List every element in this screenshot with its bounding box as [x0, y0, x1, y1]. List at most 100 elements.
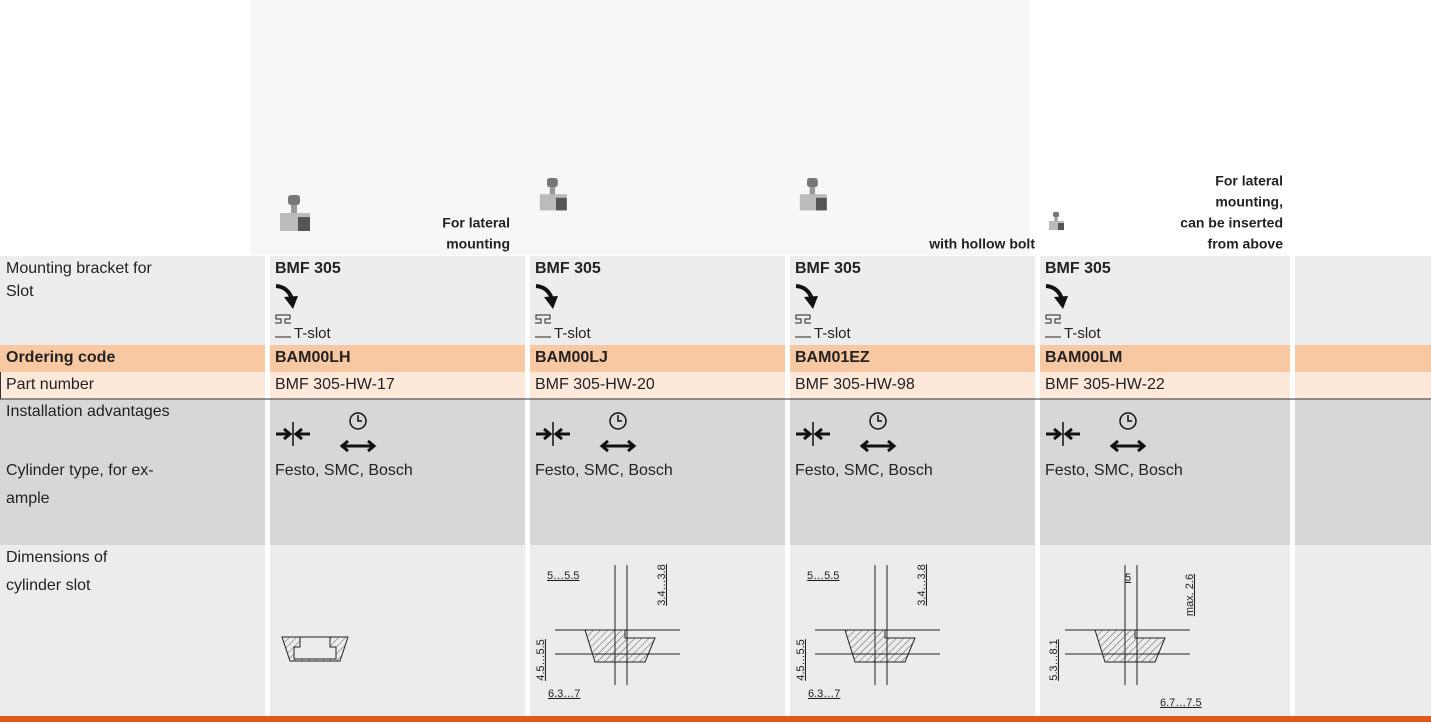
arrow-in — [796, 427, 830, 441]
double-arrow — [1109, 439, 1147, 453]
row-label: Slot — [6, 283, 34, 300]
cell-bg — [270, 372, 525, 399]
header-caption: For lateral — [1215, 173, 1283, 189]
dimension-label: 6.7…7.5 — [1160, 697, 1202, 709]
cell-bg — [790, 256, 1035, 279]
bottom-bar — [0, 716, 1431, 722]
cell-bg — [1295, 256, 1431, 279]
cell-bg — [1295, 458, 1431, 545]
row-bg — [0, 399, 265, 458]
cell-bg — [1040, 256, 1290, 279]
slot-lines — [1065, 565, 1190, 685]
row-bg — [0, 256, 265, 279]
arrow-in — [276, 427, 310, 441]
bolt — [547, 178, 558, 187]
row-bg — [0, 279, 265, 345]
block-shade — [816, 197, 827, 211]
cell-bg — [1040, 399, 1290, 458]
row-label: Part number — [6, 376, 95, 393]
row-bg — [0, 345, 265, 372]
row-label: Ordering code — [6, 349, 115, 366]
cell-bg — [790, 372, 1035, 399]
row-label: Cylinder type, for ex- — [6, 462, 154, 479]
slot-lines — [555, 565, 680, 685]
bolt — [807, 178, 818, 187]
cell-bg — [530, 399, 785, 458]
cell-bg — [1040, 279, 1290, 345]
cell: T-slot — [814, 325, 852, 342]
cell-bg — [790, 458, 1035, 545]
row-label: Installation advantages — [6, 403, 170, 420]
row-label: Dimensions of — [6, 549, 108, 566]
double-arrow — [859, 439, 897, 453]
cell: BAM01EZ — [795, 349, 870, 366]
cell-bg — [1040, 458, 1290, 545]
product-image — [799, 178, 827, 211]
cell-bg — [530, 345, 785, 372]
cell: Festo, SMC, Bosch — [795, 462, 933, 479]
clock — [609, 412, 627, 430]
cell-bg — [1295, 372, 1431, 399]
header-caption: mounting — [446, 236, 510, 252]
cell-bg — [1295, 345, 1431, 372]
double-arrow — [599, 439, 637, 453]
dimension-label: 6.3…7 — [548, 688, 580, 700]
row-bg — [0, 545, 265, 716]
block-shade — [556, 197, 567, 211]
header-caption: with hollow bolt — [928, 236, 1035, 252]
cell-bg — [1295, 545, 1431, 716]
cell-bg — [1295, 279, 1431, 345]
clock — [1119, 412, 1137, 430]
cell: BMF 305 — [1045, 260, 1111, 277]
cell-bg — [790, 279, 1035, 345]
arrow-in — [1046, 427, 1080, 441]
header-caption: mounting, — [1215, 194, 1283, 210]
cell: BMF 305 — [275, 260, 341, 277]
double-arrow — [339, 439, 377, 453]
header-caption: from above — [1208, 236, 1284, 252]
dimension-label: 6.3…7 — [808, 688, 840, 700]
dimension-label: 5 — [1125, 572, 1131, 584]
product-image — [280, 195, 310, 231]
cell-bg — [270, 256, 525, 279]
cell: BMF 305 — [535, 260, 601, 277]
cell-bg — [270, 458, 525, 545]
dimension-label: 3.4…3.8 — [916, 564, 928, 606]
arrow-in — [536, 427, 570, 441]
row-bg — [0, 372, 265, 399]
cell: T-slot — [554, 325, 592, 342]
bolt — [1053, 212, 1059, 217]
cell-bg — [530, 256, 785, 279]
cell: T-slot — [294, 325, 332, 342]
slot-lines — [815, 565, 940, 685]
tslot-symbol — [1045, 314, 1061, 338]
cell-bg — [270, 345, 525, 372]
dimension-label: max. 2.6 — [1184, 574, 1196, 616]
clock-hands — [877, 415, 882, 422]
tslot-symbol — [535, 314, 551, 338]
image-backdrop — [250, 0, 1030, 255]
product-image — [539, 178, 567, 211]
cell: Festo, SMC, Bosch — [275, 462, 413, 479]
slot-arrow-head — [804, 296, 818, 309]
cell: BAM00LM — [1045, 349, 1122, 366]
product-image — [1049, 212, 1064, 230]
row-label: cylinder slot — [6, 577, 91, 594]
dimension-label: 5…5.5 — [547, 570, 579, 582]
header-caption: can be inserted — [1180, 215, 1283, 231]
row-label: Mounting bracket for — [6, 260, 153, 277]
block-shade — [1058, 223, 1064, 230]
block-shade — [298, 217, 310, 231]
cell: BAM00LJ — [535, 349, 608, 366]
dimension-label: 5.3…8.1 — [1048, 639, 1060, 681]
cell: BMF 305-HW-20 — [535, 376, 655, 393]
slot-arrow-head — [284, 296, 298, 309]
cell-bg — [270, 399, 525, 458]
cell-bg — [790, 345, 1035, 372]
cell-bg — [1295, 399, 1431, 458]
bolt — [288, 195, 300, 205]
row-label: ample — [6, 490, 50, 507]
slot-arrow-head — [544, 296, 558, 309]
row-bg — [0, 458, 265, 545]
tslot-symbol — [795, 314, 811, 338]
